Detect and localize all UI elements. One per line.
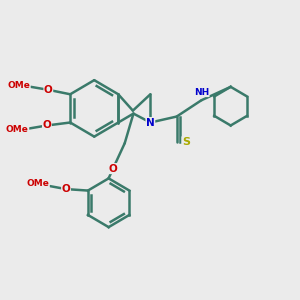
Text: OMe: OMe xyxy=(8,81,30,90)
Text: S: S xyxy=(182,137,190,147)
Text: O: O xyxy=(109,164,117,174)
Text: O: O xyxy=(43,121,51,130)
Text: NH: NH xyxy=(194,88,209,97)
Text: O: O xyxy=(44,85,53,95)
Text: O: O xyxy=(61,184,70,194)
Text: OMe: OMe xyxy=(6,125,29,134)
Text: OMe: OMe xyxy=(26,179,50,188)
Text: N: N xyxy=(146,118,155,128)
